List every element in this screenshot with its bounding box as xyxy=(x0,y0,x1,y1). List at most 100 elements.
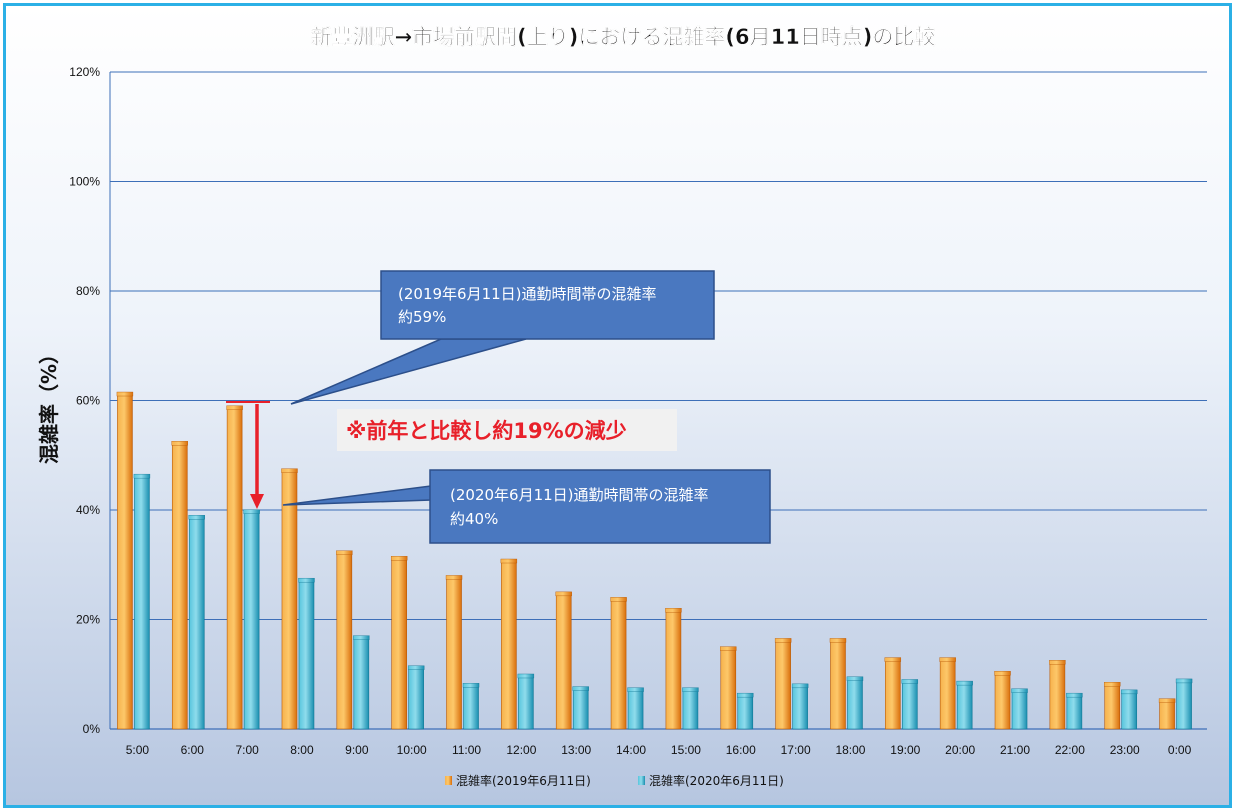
highlight-text: ※前年と比較し約19%の減少 xyxy=(346,419,627,443)
callout-2020-line1: (2020年6月11日)通勤時間帯の混雑率 xyxy=(450,486,709,504)
decrease-arrow xyxy=(226,401,270,509)
bar-cap-2019-000 xyxy=(1158,698,1176,703)
x-tick-label: 17:00 xyxy=(781,743,811,757)
bar-2019-2100 xyxy=(994,673,1011,730)
x-tick-label: 8:00 xyxy=(290,743,314,757)
bar-2020-700 xyxy=(243,512,260,730)
bar-2019-1500 xyxy=(665,610,682,730)
bar-cap-2020-1300 xyxy=(572,686,589,691)
bar-2019-900 xyxy=(336,553,353,730)
callout-2019-line2: 約59% xyxy=(398,308,446,326)
bar-cap-2019-1700 xyxy=(774,638,792,643)
bars xyxy=(116,391,1193,730)
y-tick-label: 60% xyxy=(76,394,100,408)
bar-cap-2020-1100 xyxy=(462,683,480,688)
x-tick-label: 22:00 xyxy=(1055,743,1085,757)
x-tick-label: 9:00 xyxy=(345,743,369,757)
bar-2019-000 xyxy=(1159,701,1175,730)
x-tick-label: 20:00 xyxy=(945,743,975,757)
x-tick-label: 10:00 xyxy=(397,743,427,757)
callout-2020-line2: 約40% xyxy=(450,510,498,528)
bar-2020-1800 xyxy=(847,679,863,730)
bar-2020-2000 xyxy=(956,683,973,730)
y-tick-label: 20% xyxy=(76,613,100,627)
bar-2020-800 xyxy=(298,580,315,730)
bar-2019-500 xyxy=(117,394,133,730)
bar-chart: 新豊洲駅→市場前駅間(上り)における混雑率(6月11日時点)の比較 混雑率（%）… xyxy=(37,25,1207,788)
callout-2020-box xyxy=(429,469,771,544)
bar-cap-2020-1400 xyxy=(627,687,644,692)
bar-2020-1200 xyxy=(518,676,534,730)
bar-cap-2019-2100 xyxy=(994,671,1011,676)
callout-2020-pointer xyxy=(282,485,432,506)
bar-cap-2020-1200 xyxy=(517,673,535,679)
bar-cap-2019-700 xyxy=(226,405,243,410)
bar-cap-2020-2100 xyxy=(1011,688,1028,693)
x-tick-label: 14:00 xyxy=(616,743,646,757)
bar-cap-2019-1400 xyxy=(610,597,627,602)
bar-cap-2020-2000 xyxy=(956,680,973,686)
bar-cap-2020-1900 xyxy=(901,679,919,684)
bar-2020-600 xyxy=(188,517,205,730)
bar-2020-900 xyxy=(353,638,370,730)
chart-frame: 新豊洲駅→市場前駅間(上り)における混雑率(6月11日時点)の比較 混雑率（%）… xyxy=(3,3,1232,808)
bar-2020-2300 xyxy=(1121,692,1138,730)
y-tick-label: 120% xyxy=(69,65,100,79)
y-axis-label: 混雑率（%） xyxy=(37,344,61,464)
bar-2020-500 xyxy=(134,476,150,730)
callout-2019-line1: (2019年6月11日)通勤時間帯の混雑率 xyxy=(398,285,657,303)
x-tick-label: 16:00 xyxy=(726,743,756,757)
bar-cap-2020-500 xyxy=(133,473,151,479)
bar-2019-1400 xyxy=(610,600,627,730)
bar-cap-2019-900 xyxy=(336,550,353,555)
callout-2020: (2020年6月11日)通勤時間帯の混雑率 約40% xyxy=(282,469,771,544)
bar-2019-1700 xyxy=(775,641,791,730)
bar-cap-2020-2200 xyxy=(1066,692,1083,698)
bar-2020-1900 xyxy=(902,682,918,730)
bar-cap-2019-1800 xyxy=(829,638,847,643)
x-tick-label: 15:00 xyxy=(671,743,701,757)
bar-2020-1500 xyxy=(682,690,699,730)
bar-2019-700 xyxy=(226,408,243,730)
x-tick-label: 6:00 xyxy=(181,743,205,757)
bar-2020-1000 xyxy=(408,668,424,730)
bar-2019-1200 xyxy=(501,561,517,730)
bar-2019-2200 xyxy=(1049,662,1066,730)
callout-2019-box xyxy=(380,270,715,340)
x-tick-label: 18:00 xyxy=(835,743,865,757)
y-tick-label: 0% xyxy=(83,722,101,736)
bar-cap-2020-000 xyxy=(1175,678,1193,684)
callout-2019: (2019年6月11日)通勤時間帯の混雑率 約59% xyxy=(290,270,715,405)
bar-cap-2019-1900 xyxy=(884,657,902,662)
bar-cap-2019-600 xyxy=(171,441,188,446)
bar-cap-2020-600 xyxy=(188,515,205,520)
bar-2019-800 xyxy=(281,471,298,730)
arrow-head xyxy=(250,494,264,509)
x-tick-label: 19:00 xyxy=(890,743,920,757)
bar-cap-2020-1500 xyxy=(682,687,699,692)
bar-2020-1700 xyxy=(792,686,808,730)
bar-cap-2019-800 xyxy=(281,468,298,473)
bar-2020-1100 xyxy=(463,685,479,730)
y-tick-label: 40% xyxy=(76,503,100,517)
x-tick-label: 23:00 xyxy=(1110,743,1140,757)
bar-cap-2019-1300 xyxy=(555,591,572,597)
bar-2020-1400 xyxy=(627,690,644,730)
bar-2020-1300 xyxy=(572,689,589,730)
highlight-box xyxy=(337,409,677,451)
bar-2019-1800 xyxy=(830,641,846,730)
bar-2019-1100 xyxy=(446,578,462,730)
x-tick-label: 0:00 xyxy=(1168,743,1192,757)
bar-2019-600 xyxy=(171,443,188,730)
bar-2019-1000 xyxy=(391,558,407,730)
bar-2019-1900 xyxy=(885,660,901,730)
bar-cap-2019-1100 xyxy=(445,575,463,580)
bar-cap-2019-1600 xyxy=(720,646,737,651)
bar-2020-2100 xyxy=(1011,691,1028,730)
bar-cap-2020-800 xyxy=(298,577,315,583)
x-tick-label: 11:00 xyxy=(452,743,481,757)
gridlines xyxy=(109,71,1207,730)
x-tick-label: 13:00 xyxy=(561,743,591,757)
chart-title: 新豊洲駅→市場前駅間(上り)における混雑率(6月11日時点)の比較 xyxy=(311,25,937,49)
x-tick-labels: 5:00 6:00 7:00 8:00 9:00 10:00 11:00 12:00 13:00… xyxy=(126,743,1192,757)
